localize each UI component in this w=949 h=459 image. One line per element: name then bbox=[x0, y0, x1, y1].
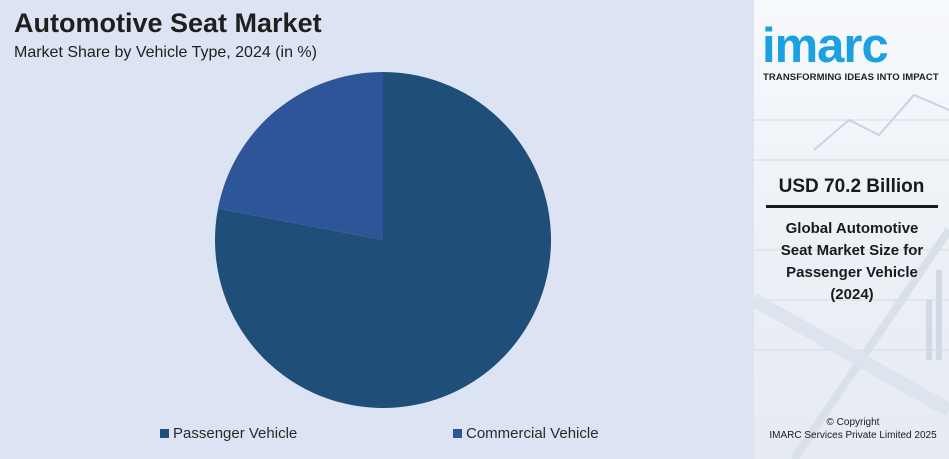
stat-desc-line: (2024) bbox=[830, 286, 874, 303]
chart-panel: Automotive Seat Market Market Share by V… bbox=[0, 0, 754, 459]
chart-legend: Passenger Vehicle Commercial Vehicle bbox=[0, 425, 754, 445]
market-size-value: USD 70.2 Billion bbox=[778, 176, 925, 197]
chart-subtitle: Market Share by Vehicle Type, 2024 (in %… bbox=[14, 44, 317, 61]
legend-item-commercial-vehicle: Commercial Vehicle bbox=[453, 425, 599, 442]
pie-chart bbox=[214, 72, 551, 409]
legend-swatch bbox=[160, 429, 169, 438]
copyright-line: IMARC Services Private Limited 2025 bbox=[769, 430, 937, 441]
copyright-line: © Copyright bbox=[826, 417, 880, 428]
stat-desc-line: Global Automotive bbox=[785, 220, 919, 237]
background-graph-decoration bbox=[754, 93, 949, 459]
legend-label: Commercial Vehicle bbox=[466, 425, 599, 442]
stat-desc-line: Passenger Vehicle bbox=[786, 264, 918, 281]
stat-desc-line: Seat Market Size for bbox=[780, 242, 924, 259]
legend-item-passenger-vehicle: Passenger Vehicle bbox=[160, 425, 297, 442]
imarc-logo: imarc TRANSFORMING IDEAS INTO IMPACT bbox=[762, 6, 946, 86]
pie-slice-commercial-vehicle bbox=[217, 72, 383, 240]
copyright-notice: © Copyright IMARC Services Private Limit… bbox=[754, 416, 949, 442]
legend-label: Passenger Vehicle bbox=[173, 425, 298, 442]
legend-swatch bbox=[453, 429, 462, 438]
stat-divider bbox=[766, 205, 938, 208]
logo-tagline: TRANSFORMING IDEAS INTO IMPACT bbox=[763, 72, 939, 83]
logo-wordmark: imarc bbox=[762, 19, 889, 73]
chart-title: Automotive Seat Market bbox=[14, 8, 322, 38]
pie-slice-passenger-vehicle bbox=[214, 72, 551, 409]
market-size-description: Global Automotive Seat Market Size for P… bbox=[762, 218, 942, 306]
info-sidebar: imarc TRANSFORMING IDEAS INTO IMPACT USD… bbox=[754, 0, 949, 459]
